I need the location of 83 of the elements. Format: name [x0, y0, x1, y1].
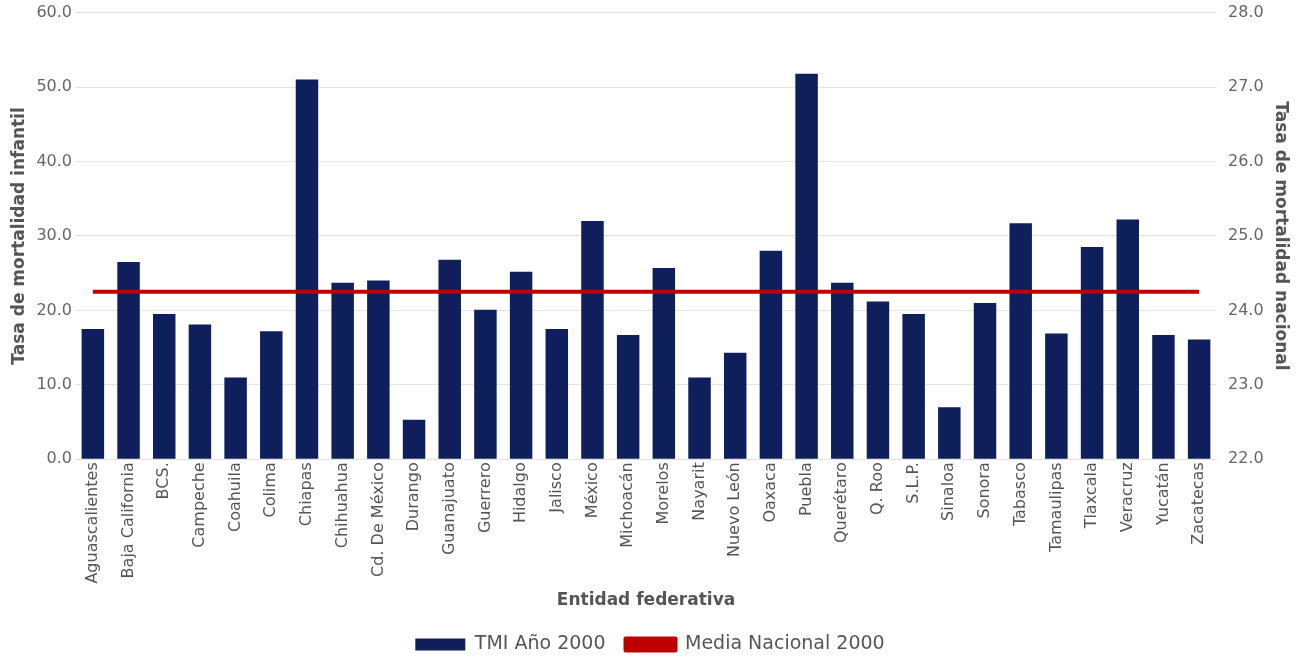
y2-tick-label: 28.0 — [1227, 1, 1264, 21]
x-tick-label: Sonora — [974, 462, 994, 519]
y-tick-label: 20.0 — [36, 299, 73, 319]
x-tick-label: Guanajuato — [438, 462, 458, 556]
y-tick-label: 40.0 — [36, 150, 73, 170]
bar — [367, 280, 390, 459]
bar — [117, 262, 140, 459]
bar — [938, 407, 961, 459]
x-tick-label: S.L.P. — [902, 462, 922, 504]
y2-tick-label: 22.0 — [1227, 448, 1264, 468]
bar — [153, 314, 176, 459]
x-tick-label: Cd. De México — [367, 462, 387, 577]
bar — [331, 282, 354, 459]
bar — [474, 309, 497, 459]
bar — [1080, 247, 1104, 459]
x-tick-label: México — [581, 462, 601, 519]
bar — [973, 302, 997, 459]
bar — [1009, 223, 1032, 459]
x-tick-label: Sinaloa — [938, 462, 958, 521]
x-tick-label: Yucatán — [1152, 462, 1172, 527]
bar — [545, 329, 569, 459]
bar — [723, 352, 747, 459]
bar — [81, 329, 105, 459]
y2-tick-label: 26.0 — [1227, 150, 1264, 170]
y2-tick-label: 24.0 — [1227, 299, 1264, 319]
x-tick-label: Baja California — [117, 462, 137, 579]
x-tick-label: Aguascalientes — [82, 462, 102, 584]
y-axis-title: Tasa de mortalidad infantil — [7, 107, 28, 365]
x-tick-label: Tabasco — [1009, 462, 1029, 528]
bar — [509, 271, 533, 459]
bar — [260, 331, 283, 459]
y-tick-label: 60.0 — [36, 1, 73, 21]
bar — [581, 221, 604, 459]
bar — [759, 250, 783, 459]
x-axis-title: Entidad federativa — [556, 589, 736, 610]
bar — [1116, 219, 1139, 459]
bar — [188, 324, 212, 459]
x-tick-label: Jalisco — [545, 462, 565, 514]
x-tick-label: Nuevo León — [724, 462, 744, 557]
bar — [1152, 334, 1175, 459]
x-tick-label: Chiapas — [296, 462, 316, 527]
bar — [295, 79, 319, 459]
x-tick-label: Zacatecas — [1188, 462, 1208, 545]
x-tick-label: Colima — [260, 462, 280, 518]
bar — [831, 282, 854, 459]
legend-label: TMI Año 2000 — [473, 631, 606, 654]
bar — [688, 377, 711, 459]
x-tick-label: Tamaulipas — [1045, 462, 1065, 553]
x-tick-label: Oaxaca — [760, 462, 780, 523]
x-tick-label: Puebla — [795, 462, 815, 517]
bar — [224, 377, 247, 459]
x-tick-label: Querétaro — [831, 462, 851, 544]
y-tick-label: 50.0 — [36, 76, 73, 96]
y-tick-label: 30.0 — [36, 225, 73, 245]
bar — [866, 301, 890, 459]
bar — [1187, 339, 1211, 459]
y2-axis-title: Tasa de mortalidad nacional — [1272, 101, 1293, 371]
x-tick-label: Veracruz — [1116, 462, 1136, 533]
x-tick-label: Tlaxcala — [1081, 462, 1101, 530]
bar — [616, 334, 640, 459]
x-tick-label: Campeche — [189, 462, 209, 548]
x-tick-label: Michoacán — [617, 462, 637, 548]
bar — [652, 267, 676, 459]
bar — [438, 259, 461, 459]
bar — [795, 73, 818, 459]
y2-tick-label: 27.0 — [1227, 76, 1264, 96]
x-tick-label: Nayarit — [688, 462, 708, 521]
y2-tick-label: 23.0 — [1227, 374, 1264, 393]
bar — [1045, 333, 1068, 459]
y-tick-label: 0.0 — [46, 448, 73, 468]
x-tick-label: Durango — [403, 462, 423, 532]
x-tick-label: Coahuila — [224, 462, 244, 533]
y2-tick-label: 25.0 — [1227, 225, 1264, 245]
x-tick-label: Hidalgo — [510, 462, 530, 524]
x-tick-label: Morelos — [653, 462, 672, 525]
x-tick-label: BCS. — [153, 462, 173, 500]
y-tick-label: 10.0 — [36, 374, 73, 393]
bar — [902, 314, 925, 459]
x-tick-label: Guerrero — [474, 462, 494, 534]
x-tick-label: Chihuahua — [331, 462, 351, 549]
legend-label: Media Nacional 2000 — [685, 631, 885, 654]
bar — [402, 419, 426, 459]
x-tick-label: Q. Roo — [867, 462, 887, 516]
